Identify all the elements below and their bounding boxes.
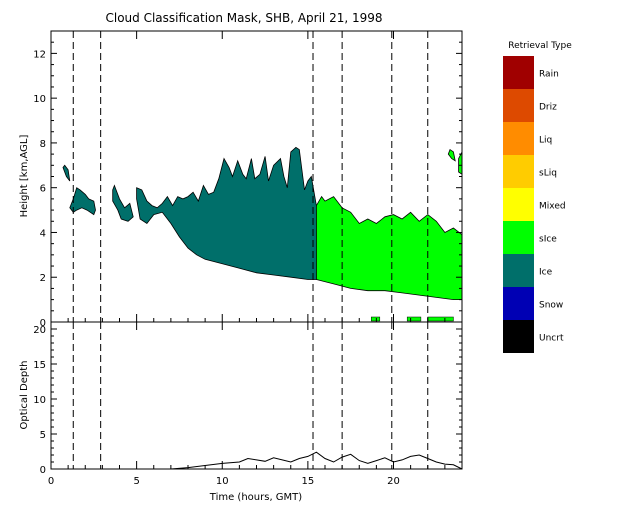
time-markers bbox=[72, 322, 429, 469]
time-tick-label: 0 bbox=[48, 476, 54, 487]
cloud-mask-panel: 0 2 4 6 8 10 12 Height [km,AGL] bbox=[19, 30, 463, 329]
legend-swatch-uncrt bbox=[503, 320, 534, 353]
height-tick-label: 10 bbox=[33, 94, 46, 105]
legend-swatch-driz bbox=[503, 89, 534, 122]
time-axis-label: Time (hours, GMT) bbox=[209, 492, 303, 503]
time-markers bbox=[72, 31, 429, 322]
height-tick-label: 4 bbox=[40, 228, 46, 239]
classification-regions bbox=[62, 146, 463, 301]
legend-label-ice: Ice bbox=[539, 268, 553, 278]
optical-depth-frame bbox=[50, 321, 463, 470]
legend-swatch-sliq bbox=[503, 155, 534, 188]
cloud-region-ice-0 bbox=[136, 146, 317, 280]
legend-label-uncrt: Uncrt bbox=[539, 334, 564, 344]
time-tick-label: 5 bbox=[133, 476, 139, 487]
optical-depth-tick-label: 5 bbox=[40, 430, 46, 441]
time-tick-label: 10 bbox=[216, 476, 229, 487]
precip-flag-strip bbox=[370, 316, 454, 322]
cloud-region-ice-2 bbox=[112, 184, 134, 222]
legend-swatch-mixed bbox=[503, 188, 534, 221]
retrieval-type-legend: Retrieval Type Rain Driz Liq sLiq Mixed sIce I… bbox=[503, 41, 572, 353]
optical-depth-tick-label: 20 bbox=[33, 325, 46, 336]
legend-label-snow: Snow bbox=[539, 301, 563, 311]
legend-swatch-rain bbox=[503, 56, 534, 89]
height-tick-label: 12 bbox=[33, 49, 46, 60]
cloud-region-sice-5 bbox=[447, 148, 456, 162]
height-tick-label: 2 bbox=[40, 273, 46, 284]
legend-label-rain: Rain bbox=[539, 70, 559, 80]
precip-flag-segment-1 bbox=[406, 316, 422, 322]
optical-depth-series bbox=[136, 451, 463, 470]
legend-label-sliq: sLiq bbox=[539, 169, 557, 179]
legend-swatch-ice bbox=[503, 254, 534, 287]
height-tick-label: 0 bbox=[40, 318, 46, 329]
precip-flag-segment-0 bbox=[370, 316, 381, 322]
legend-title: Retrieval Type bbox=[508, 41, 572, 51]
cloud-region-ice-1 bbox=[69, 187, 96, 216]
precip-flag-segment-2 bbox=[427, 316, 454, 322]
time-tick-label: 15 bbox=[302, 476, 315, 487]
height-tick-label: 6 bbox=[40, 184, 46, 195]
chart-title: Cloud Classification Mask, SHB, April 21… bbox=[105, 11, 382, 25]
cloud-region-sice-6 bbox=[458, 151, 463, 176]
legend-label-mixed: Mixed bbox=[539, 202, 566, 212]
time-tick-label: 20 bbox=[387, 476, 400, 487]
cloud-region-ice-3 bbox=[62, 164, 71, 182]
optical-depth-axis-label: Optical Depth bbox=[19, 361, 30, 430]
optical-depth-tick-label: 10 bbox=[33, 395, 46, 406]
legend-swatch-snow bbox=[503, 287, 534, 320]
legend-label-driz: Driz bbox=[539, 103, 557, 113]
legend-label-sice: sIce bbox=[539, 235, 557, 245]
legend-swatch-sice bbox=[503, 221, 534, 254]
cloud-region-sice-4 bbox=[315, 195, 463, 301]
optical-depth-tick-label: 15 bbox=[33, 360, 46, 371]
legend-swatch-liq bbox=[503, 122, 534, 155]
height-tick-label: 8 bbox=[40, 139, 46, 150]
optical-depth-tick-label: 0 bbox=[40, 465, 46, 476]
legend-label-liq: Liq bbox=[539, 136, 552, 146]
optical-depth-line-0 bbox=[136, 451, 463, 470]
height-axis-label: Height [km,AGL] bbox=[19, 135, 30, 218]
